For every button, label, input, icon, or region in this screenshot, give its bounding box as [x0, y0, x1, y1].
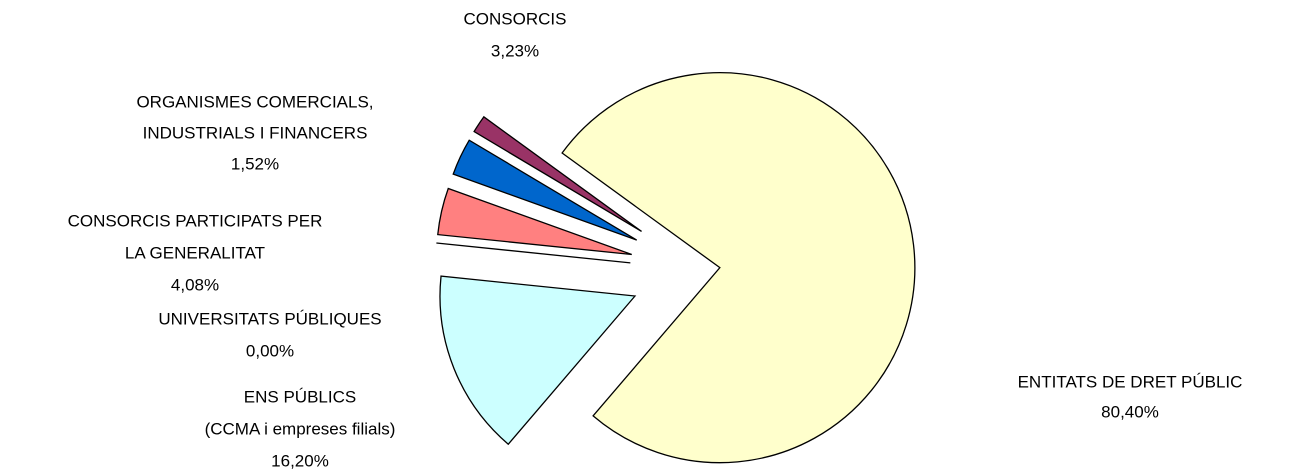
slice-label: LA GENERALITAT: [125, 243, 265, 262]
pie-slice: [473, 115, 642, 233]
slice-value-label: 4,08%: [171, 275, 219, 294]
slice-label: CONSORCIS: [464, 9, 567, 28]
slice-value-label: 16,20%: [271, 451, 329, 470]
slice-label: CONSORCIS PARTICIPATS PER: [68, 211, 323, 230]
slice-value-label: 80,40%: [1101, 402, 1159, 421]
pie-slice: [561, 72, 916, 464]
slice-label: ORGANISMES COMERCIALS,: [136, 92, 373, 111]
pie-slice: [439, 275, 637, 446]
slice-value-label: 3,23%: [491, 41, 539, 60]
pie-slice: [437, 187, 632, 256]
slice-label: INDUSTRIALS I FINANCERS: [143, 123, 368, 142]
slice-label: ENS PÚBLICS: [244, 387, 356, 406]
slice-label: ENTITATS DE DRET PÚBLIC: [1018, 372, 1243, 391]
pie-slice: [436, 242, 631, 264]
slice-label: UNIVERSITATS PÚBLIQUES: [158, 309, 381, 328]
slice-label: (CCMA i empreses filials): [205, 419, 396, 438]
slice-value-label: 0,00%: [246, 341, 294, 360]
slice-value-label: 1,52%: [231, 154, 279, 173]
pie-slice: [452, 139, 638, 241]
